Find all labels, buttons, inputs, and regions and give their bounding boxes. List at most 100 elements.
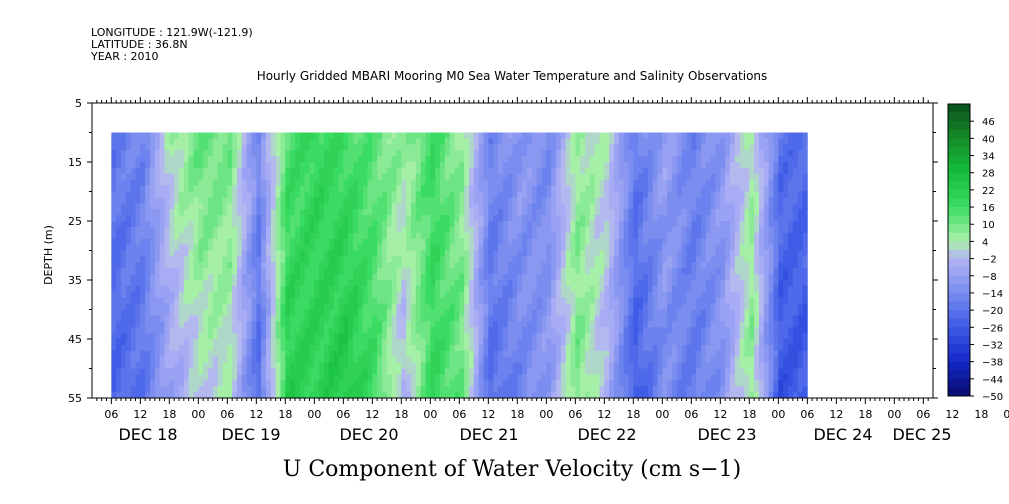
velocity-cell	[498, 162, 504, 169]
velocity-cell	[232, 221, 238, 228]
velocity-cell	[440, 197, 446, 204]
velocity-cell	[179, 226, 185, 234]
velocity-cell	[618, 150, 625, 157]
velocity-cell	[638, 274, 644, 281]
velocity-cell	[512, 268, 518, 275]
velocity-cell	[357, 350, 364, 358]
velocity-cell	[309, 179, 315, 186]
velocity-cell	[159, 244, 165, 251]
velocity-cell	[150, 350, 156, 358]
velocity-cell	[362, 362, 368, 369]
velocity-cell	[353, 339, 359, 346]
velocity-cell	[444, 226, 451, 234]
velocity-cell	[575, 232, 581, 240]
velocity-cell	[343, 303, 349, 310]
velocity-cell	[507, 350, 513, 358]
velocity-cell	[203, 356, 209, 363]
velocity-cell	[382, 250, 388, 257]
velocity-cell	[594, 362, 600, 369]
velocity-cell	[270, 209, 277, 216]
velocity-cell	[589, 386, 596, 393]
velocity-cell	[406, 250, 412, 257]
velocity-cell	[459, 221, 465, 228]
velocity-cell	[222, 162, 228, 169]
velocity-cell	[338, 386, 344, 393]
velocity-cell	[498, 356, 504, 363]
velocity-cell	[459, 285, 465, 293]
velocity-cell	[580, 315, 586, 322]
velocity-cell	[362, 191, 368, 198]
velocity-cell	[319, 221, 325, 228]
velocity-cell	[459, 209, 465, 216]
velocity-cell	[188, 185, 194, 192]
velocity-cell	[396, 291, 402, 299]
velocity-cell	[270, 280, 277, 287]
velocity-cell	[343, 156, 349, 163]
velocity-cell	[594, 297, 600, 304]
velocity-cell	[522, 374, 528, 381]
velocity-cell	[522, 386, 528, 393]
velocity-cell	[454, 173, 460, 181]
velocity-cell	[609, 321, 615, 328]
velocity-cell	[357, 280, 364, 287]
velocity-cell	[454, 380, 460, 387]
velocity-cell	[333, 150, 339, 157]
velocity-cell	[159, 386, 165, 393]
velocity-cell	[164, 315, 170, 322]
velocity-cell	[498, 274, 504, 281]
velocity-cell	[377, 392, 383, 399]
velocity-cell	[585, 344, 591, 352]
velocity-cell	[164, 268, 170, 275]
velocity-cell	[290, 226, 296, 234]
velocity-cell	[121, 362, 127, 369]
velocity-cell	[130, 150, 136, 157]
velocity-cell	[411, 362, 417, 369]
velocity-cell	[589, 356, 596, 363]
velocity-cell	[440, 350, 446, 358]
velocity-cell	[324, 144, 330, 151]
velocity-cell	[560, 197, 567, 204]
velocity-cell	[502, 362, 509, 369]
velocity-cell	[556, 238, 562, 245]
velocity-cell	[589, 333, 596, 340]
velocity-cell	[401, 392, 407, 399]
velocity-cell	[498, 309, 504, 316]
velocity-cell	[295, 256, 301, 263]
velocity-cell	[270, 167, 277, 175]
velocity-cell	[411, 250, 417, 257]
velocity-cell	[116, 203, 122, 210]
velocity-cell	[222, 191, 228, 198]
velocity-cell	[483, 203, 489, 210]
velocity-cell	[135, 368, 141, 375]
velocity-cell	[609, 339, 615, 346]
velocity-cell	[212, 386, 219, 393]
velocity-cell	[420, 339, 426, 346]
velocity-cell	[507, 250, 513, 257]
velocity-cell	[604, 197, 610, 204]
velocity-cell	[135, 344, 141, 352]
velocity-cell	[459, 315, 465, 322]
velocity-cell	[614, 291, 620, 299]
velocity-cell	[140, 315, 146, 322]
velocity-cell	[430, 132, 436, 139]
velocity-cell	[154, 162, 161, 169]
velocity-cell	[638, 203, 644, 210]
velocity-cell	[386, 179, 393, 186]
velocity-cell	[551, 315, 557, 322]
velocity-cell	[386, 262, 393, 269]
velocity-cell	[314, 167, 320, 175]
velocity-cell	[193, 309, 199, 316]
velocity-cell	[237, 280, 243, 287]
velocity-cell	[396, 173, 402, 181]
velocity-cell	[614, 309, 620, 316]
velocity-cell	[362, 303, 368, 310]
velocity-cell	[367, 209, 373, 216]
velocity-cell	[628, 350, 634, 358]
velocity-cell	[208, 250, 214, 257]
velocity-cell	[125, 285, 132, 293]
velocity-cell	[116, 374, 122, 381]
velocity-cell	[420, 321, 426, 328]
velocity-cell	[116, 238, 122, 245]
velocity-cell	[575, 203, 581, 210]
velocity-cell	[319, 185, 325, 192]
